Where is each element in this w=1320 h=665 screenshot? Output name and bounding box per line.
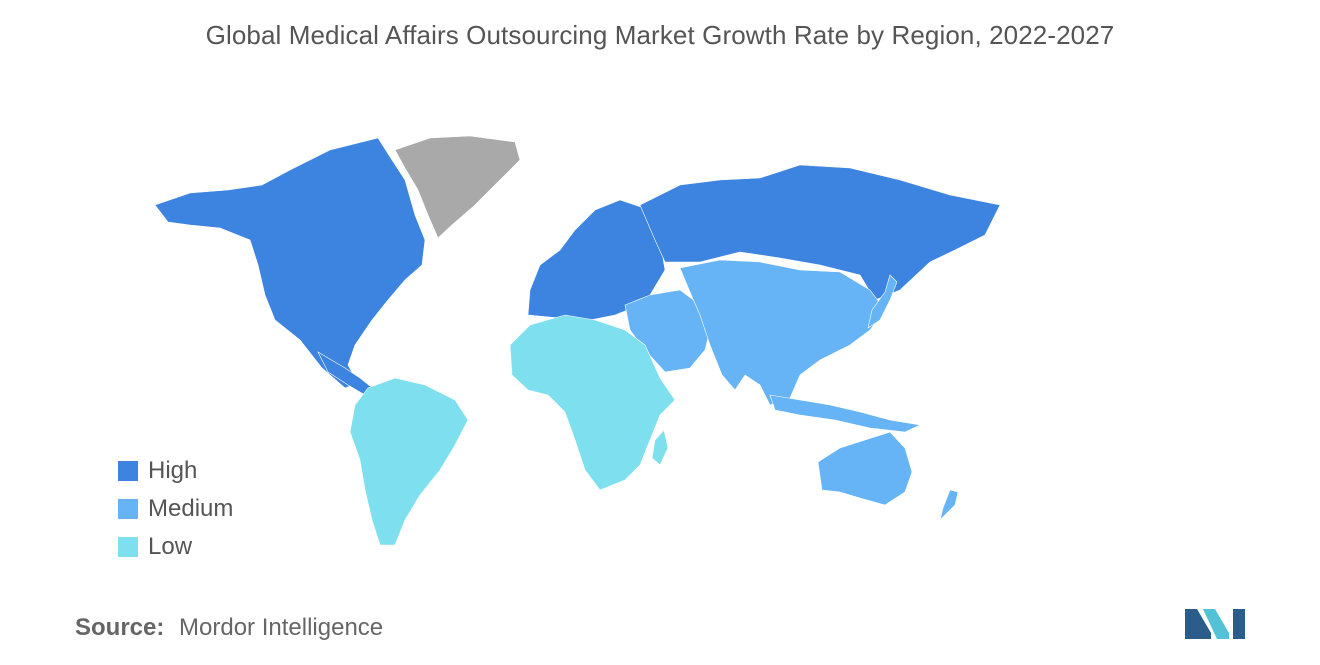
region-madagascar [651, 429, 669, 466]
source-value: Mordor Intelligence [179, 614, 384, 641]
legend-label-low: Low [148, 533, 193, 560]
legend-label-medium: Medium [148, 495, 234, 522]
source-label: Source: [75, 614, 165, 641]
legend-item-high: High [118, 452, 233, 490]
legend-swatch-high [118, 461, 138, 481]
legend: High Medium Low [118, 452, 233, 566]
legend-item-low: Low [118, 528, 233, 566]
legend-label-high: High [148, 457, 198, 484]
region-australia [817, 431, 913, 506]
region-japan [867, 274, 898, 329]
mordor-intelligence-logo [1185, 609, 1245, 639]
region-north-america [154, 137, 426, 389]
region-africa [509, 314, 676, 491]
region-south-america [349, 377, 469, 546]
chart-title: Global Medical Affairs Outsourcing Marke… [205, 20, 1115, 50]
region-southeast-asia [769, 394, 922, 433]
region-russia [639, 164, 1001, 301]
region-greenland [394, 135, 521, 239]
legend-swatch-low [118, 537, 138, 557]
legend-swatch-medium [118, 499, 138, 519]
legend-item-medium: Medium [118, 490, 233, 528]
region-asia [679, 259, 886, 406]
source-note: Source: Mordor Intelligence [75, 614, 383, 642]
region-new-zealand [939, 489, 959, 521]
